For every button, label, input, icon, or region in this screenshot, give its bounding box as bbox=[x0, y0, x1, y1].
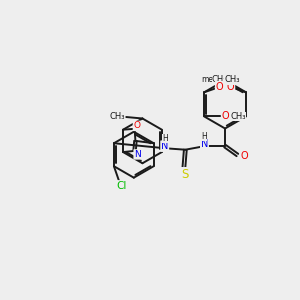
Text: Cl: Cl bbox=[116, 181, 127, 191]
Text: S: S bbox=[181, 168, 188, 181]
Text: O: O bbox=[216, 82, 223, 92]
Text: H: H bbox=[202, 132, 207, 141]
Text: N: N bbox=[161, 141, 168, 151]
Text: O: O bbox=[240, 151, 248, 161]
Text: CH₃: CH₃ bbox=[224, 75, 240, 84]
Text: methoxy: methoxy bbox=[202, 75, 235, 84]
Text: CH₃: CH₃ bbox=[212, 75, 227, 84]
Text: CH₃: CH₃ bbox=[109, 112, 125, 121]
Text: O: O bbox=[227, 82, 235, 92]
Text: CH₃: CH₃ bbox=[231, 112, 246, 121]
Text: N: N bbox=[201, 139, 208, 149]
Text: O: O bbox=[134, 122, 140, 130]
Text: O: O bbox=[222, 111, 229, 122]
Text: H: H bbox=[162, 134, 168, 143]
Text: N: N bbox=[134, 150, 141, 159]
